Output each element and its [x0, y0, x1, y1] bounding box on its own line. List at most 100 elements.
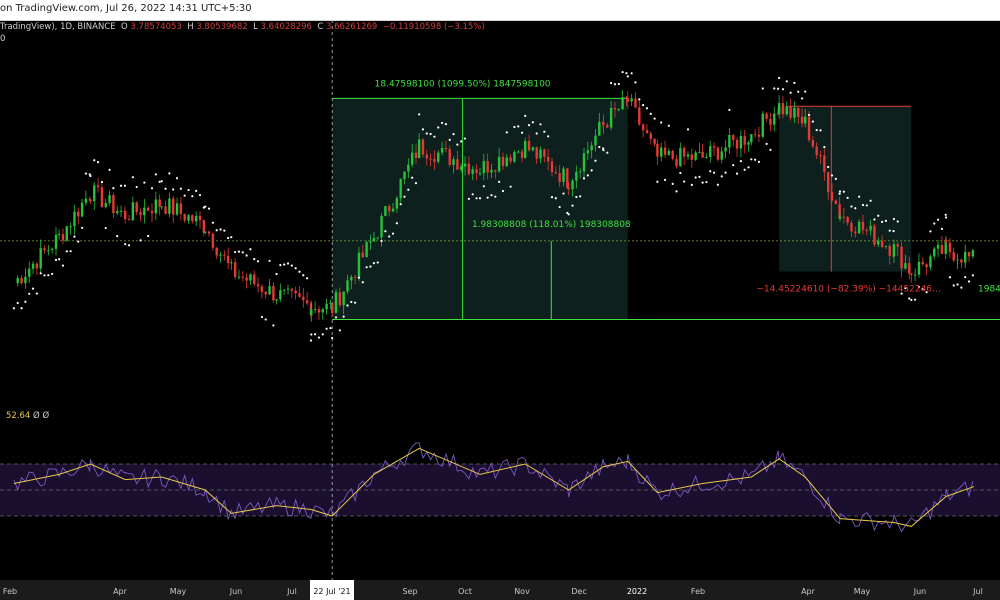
- candle-body: [448, 149, 451, 165]
- sar-dot: [892, 230, 895, 233]
- sar-dot: [705, 180, 708, 184]
- candle-body: [645, 130, 649, 134]
- candle-body: [357, 252, 361, 278]
- low-value: 3.64028296: [260, 22, 312, 32]
- sar-dot: [350, 300, 353, 304]
- sar-dot: [698, 175, 701, 178]
- candle-body: [877, 240, 880, 245]
- sar-dot: [321, 333, 324, 336]
- candle-body: [956, 259, 959, 261]
- candle-body: [50, 248, 54, 251]
- candle-body: [204, 231, 207, 233]
- sar-dot: [590, 169, 593, 172]
- sar-dot: [486, 196, 489, 199]
- sar-dot: [215, 229, 218, 232]
- candle-body: [256, 284, 260, 287]
- sar-dot: [403, 195, 406, 198]
- candle-body: [198, 215, 202, 221]
- sar-dot: [372, 262, 376, 265]
- sar-dot: [869, 199, 872, 202]
- candle-body: [613, 108, 617, 110]
- sar-dot: [769, 148, 772, 151]
- sar-dot: [765, 142, 768, 146]
- candle-body: [302, 296, 305, 301]
- candle-body: [264, 291, 267, 295]
- candle-body: [380, 215, 383, 238]
- sar-dot: [456, 143, 459, 146]
- change-value: −0.11910598 (−3.15%): [382, 22, 485, 32]
- sar-dot: [28, 292, 31, 295]
- sar-dot: [819, 129, 822, 132]
- candle-body: [313, 309, 317, 311]
- candle-body: [531, 147, 535, 151]
- sar-dot: [61, 264, 65, 267]
- sar-dot: [896, 220, 899, 223]
- sar-dot: [739, 160, 742, 163]
- sar-dot: [582, 177, 586, 180]
- sar-dot: [960, 286, 963, 289]
- sar-dot: [425, 132, 428, 135]
- candle-body: [124, 210, 127, 220]
- sar-dot: [642, 103, 645, 107]
- candle-body: [183, 213, 186, 221]
- candle-body: [84, 198, 88, 203]
- sar-dot: [204, 205, 207, 208]
- sar-dot: [331, 336, 334, 340]
- candle-body: [39, 248, 42, 269]
- candle-body: [305, 300, 309, 304]
- sar-dot: [249, 248, 252, 251]
- sar-dot: [804, 90, 807, 93]
- candle-body: [789, 106, 792, 118]
- candle-body: [154, 199, 158, 214]
- candle-body: [80, 202, 84, 217]
- candle-body: [286, 288, 290, 290]
- sar-dot: [135, 185, 138, 189]
- sar-dot: [785, 80, 788, 83]
- sar-dot: [43, 274, 46, 277]
- sar-dot: [683, 180, 686, 183]
- sar-dot: [815, 129, 818, 132]
- candle-body: [750, 134, 753, 143]
- sar-dot: [361, 281, 364, 284]
- candle-body: [682, 147, 686, 157]
- sar-dot: [908, 297, 911, 300]
- candle-body: [701, 151, 704, 158]
- sar-dot: [84, 172, 88, 175]
- candle-body: [421, 139, 425, 155]
- open-label: O: [121, 22, 128, 32]
- sar-dot: [750, 158, 753, 161]
- sar-dot: [547, 135, 550, 138]
- candle-body: [325, 303, 328, 310]
- candle-body: [793, 107, 796, 118]
- sar-dot: [268, 259, 271, 262]
- sar-dot: [147, 234, 150, 238]
- sar-dot: [594, 159, 597, 162]
- sar-dot: [51, 272, 54, 276]
- sar-dot: [187, 188, 190, 192]
- candle-body: [513, 152, 516, 162]
- candle-body: [437, 152, 440, 162]
- sar-dot: [380, 239, 383, 243]
- candle-body: [944, 239, 947, 254]
- sar-dot: [728, 108, 731, 112]
- candle-body: [865, 230, 868, 232]
- sar-dot: [558, 205, 561, 209]
- sar-dot: [54, 258, 58, 261]
- sar-dot: [554, 197, 557, 200]
- x-axis: Feb Apr May Jun Jul 22 Jul '21 Sep Oct Nov Dec 202…: [3, 580, 983, 600]
- candle-body: [172, 198, 175, 215]
- sar-dot: [448, 138, 451, 141]
- sar-dot: [776, 87, 780, 90]
- close-value: 3.66261269: [325, 22, 378, 32]
- sar-dot: [264, 318, 267, 321]
- candle-body: [410, 152, 414, 165]
- sar-dot: [880, 220, 884, 223]
- candle-body: [776, 113, 780, 115]
- close-label: C: [317, 22, 324, 32]
- candle-body: [807, 116, 811, 141]
- candle-body: [781, 103, 785, 115]
- chart-area[interactable]: 18.47598100 (1099.50%) 1847598100 1.98308…: [0, 0, 1000, 580]
- sar-dot: [16, 301, 19, 305]
- sar-dot: [35, 292, 38, 295]
- x-tick-label: Nov: [514, 587, 530, 596]
